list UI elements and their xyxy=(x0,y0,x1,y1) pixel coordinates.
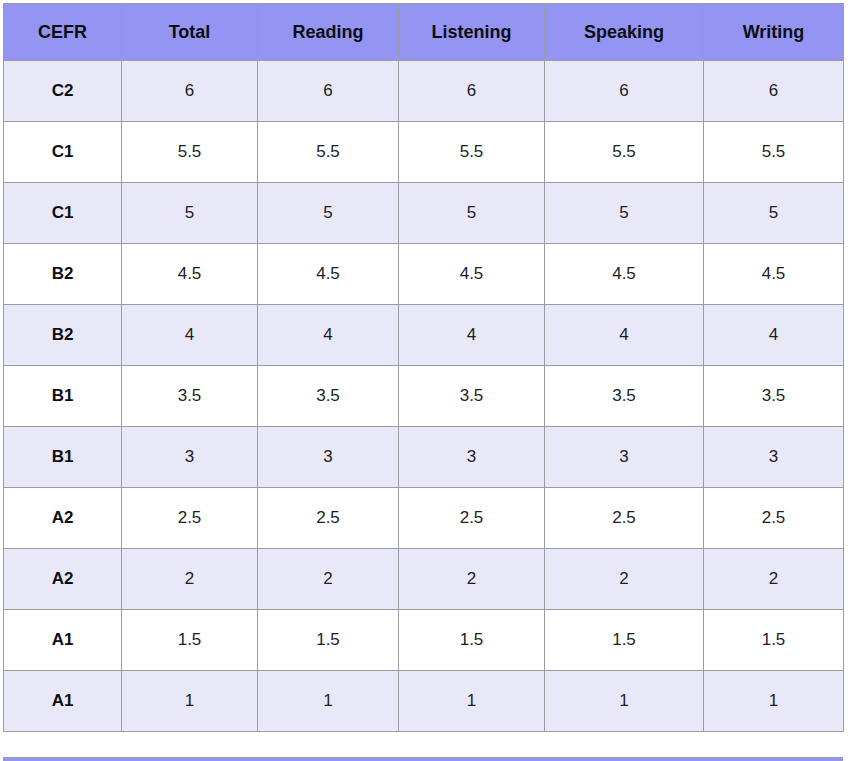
score-cell: 2 xyxy=(399,549,545,610)
score-cell: 5.5 xyxy=(545,122,704,183)
score-cell: 4 xyxy=(399,305,545,366)
cefr-score-table: CEFR Total Reading Listening Speaking Wr… xyxy=(3,3,844,732)
score-cell: 6 xyxy=(258,61,399,122)
score-cell: 5.5 xyxy=(122,122,258,183)
score-cell: 2.5 xyxy=(704,488,844,549)
table-row: A1 1.5 1.5 1.5 1.5 1.5 xyxy=(4,610,844,671)
score-cell: 4 xyxy=(545,305,704,366)
score-cell: 2 xyxy=(122,549,258,610)
score-cell: 2.5 xyxy=(545,488,704,549)
table-row: C2 6 6 6 6 6 xyxy=(4,61,844,122)
cefr-level-cell: A2 xyxy=(4,488,122,549)
score-cell: 4.5 xyxy=(545,244,704,305)
score-cell: 5 xyxy=(399,183,545,244)
score-cell: 2.5 xyxy=(258,488,399,549)
score-cell: 4.5 xyxy=(704,244,844,305)
score-cell: 5.5 xyxy=(704,122,844,183)
table-row: A1 1 1 1 1 1 xyxy=(4,671,844,732)
score-cell: 1.5 xyxy=(122,610,258,671)
score-cell: 2.5 xyxy=(122,488,258,549)
cefr-level-cell: C1 xyxy=(4,183,122,244)
score-cell: 5 xyxy=(258,183,399,244)
score-cell: 4.5 xyxy=(122,244,258,305)
table-row: C1 5.5 5.5 5.5 5.5 5.5 xyxy=(4,122,844,183)
score-cell: 5.5 xyxy=(399,122,545,183)
next-table-header-peek xyxy=(3,757,843,761)
score-cell: 3 xyxy=(122,427,258,488)
score-cell: 4.5 xyxy=(258,244,399,305)
score-cell: 1.5 xyxy=(704,610,844,671)
score-cell: 2 xyxy=(545,549,704,610)
score-cell: 2 xyxy=(704,549,844,610)
score-cell: 6 xyxy=(545,61,704,122)
column-header-writing: Writing xyxy=(704,4,844,61)
cefr-level-cell: B1 xyxy=(4,366,122,427)
score-cell: 2 xyxy=(258,549,399,610)
score-cell: 2.5 xyxy=(399,488,545,549)
score-cell: 3.5 xyxy=(258,366,399,427)
score-cell: 6 xyxy=(704,61,844,122)
cefr-level-cell: B2 xyxy=(4,305,122,366)
cefr-level-cell: B2 xyxy=(4,244,122,305)
column-header-listening: Listening xyxy=(399,4,545,61)
score-cell: 3.5 xyxy=(399,366,545,427)
score-cell: 3 xyxy=(399,427,545,488)
cefr-level-cell: A1 xyxy=(4,671,122,732)
column-header-cefr: CEFR xyxy=(4,4,122,61)
table-row: B1 3 3 3 3 3 xyxy=(4,427,844,488)
score-cell: 5.5 xyxy=(258,122,399,183)
cefr-level-cell: C1 xyxy=(4,122,122,183)
score-cell: 1 xyxy=(399,671,545,732)
table-row: B2 4.5 4.5 4.5 4.5 4.5 xyxy=(4,244,844,305)
table-row: A2 2.5 2.5 2.5 2.5 2.5 xyxy=(4,488,844,549)
column-header-total: Total xyxy=(122,4,258,61)
score-cell: 6 xyxy=(399,61,545,122)
score-cell: 1.5 xyxy=(399,610,545,671)
score-cell: 4.5 xyxy=(399,244,545,305)
cefr-level-cell: C2 xyxy=(4,61,122,122)
score-cell: 3.5 xyxy=(122,366,258,427)
table-row: C1 5 5 5 5 5 xyxy=(4,183,844,244)
cefr-score-table-container: CEFR Total Reading Listening Speaking Wr… xyxy=(3,3,843,732)
cefr-level-cell: B1 xyxy=(4,427,122,488)
table-row: B2 4 4 4 4 4 xyxy=(4,305,844,366)
score-cell: 3.5 xyxy=(545,366,704,427)
cefr-level-cell: A2 xyxy=(4,549,122,610)
score-cell: 3 xyxy=(545,427,704,488)
column-header-reading: Reading xyxy=(258,4,399,61)
cefr-level-cell: A1 xyxy=(4,610,122,671)
score-cell: 5 xyxy=(545,183,704,244)
score-cell: 3 xyxy=(704,427,844,488)
score-cell: 3.5 xyxy=(704,366,844,427)
score-cell: 1 xyxy=(545,671,704,732)
score-cell: 1.5 xyxy=(258,610,399,671)
score-cell: 1.5 xyxy=(545,610,704,671)
score-cell: 4 xyxy=(258,305,399,366)
table-row: B1 3.5 3.5 3.5 3.5 3.5 xyxy=(4,366,844,427)
score-cell: 4 xyxy=(704,305,844,366)
score-cell: 1 xyxy=(704,671,844,732)
score-cell: 5 xyxy=(122,183,258,244)
score-cell: 3 xyxy=(258,427,399,488)
score-cell: 6 xyxy=(122,61,258,122)
score-cell: 4 xyxy=(122,305,258,366)
score-cell: 5 xyxy=(704,183,844,244)
score-cell: 1 xyxy=(258,671,399,732)
column-header-speaking: Speaking xyxy=(545,4,704,61)
table-row: A2 2 2 2 2 2 xyxy=(4,549,844,610)
score-cell: 1 xyxy=(122,671,258,732)
header-row: CEFR Total Reading Listening Speaking Wr… xyxy=(4,4,844,61)
